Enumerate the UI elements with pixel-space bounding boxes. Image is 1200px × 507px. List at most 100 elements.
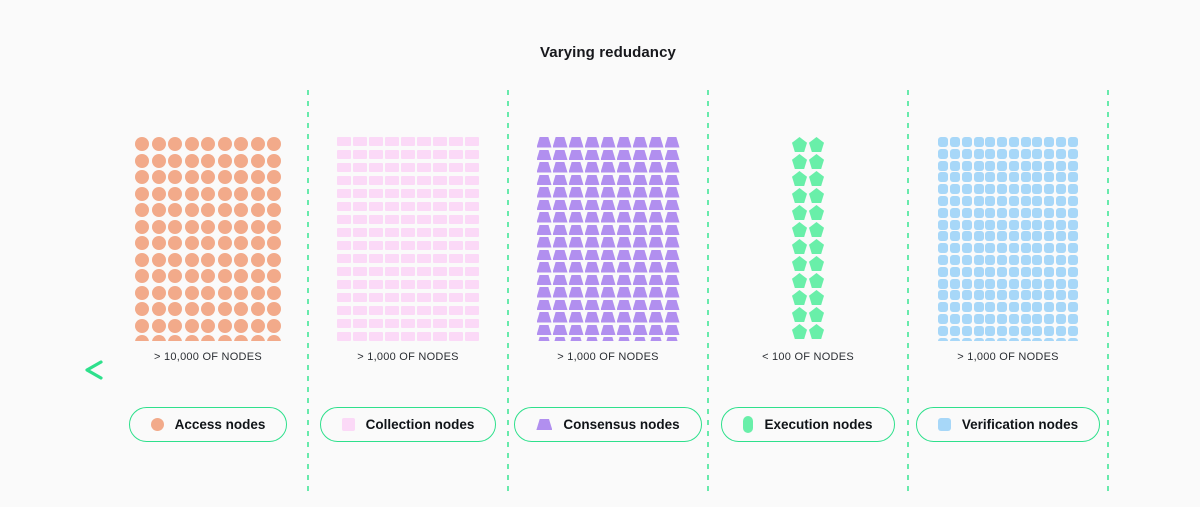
access-node-shape [151,170,166,184]
verification-node-shape [1056,148,1067,159]
verification-node-shape [1020,231,1031,242]
collection-node-shape [353,163,367,172]
consensus-node-shape [616,174,632,185]
verification-node-shape [1020,243,1031,254]
collection-node-shape [385,202,399,211]
verification-node-shape [1067,231,1078,242]
access-node-shape [135,335,149,341]
access-node-shape [151,252,166,267]
verification-node-shape [1008,172,1019,183]
access-node-shape [168,285,182,300]
consensus-node-shape [536,224,552,235]
access-node-shape [217,137,232,151]
verification-node-shape [1008,148,1019,159]
collection-node-shape [385,306,399,315]
verification-node-shape [973,172,984,183]
consensus-node-shape [552,337,568,341]
consensus-node-shape [568,312,584,323]
collection-node-shape [385,228,399,237]
consensus-node-shape [632,237,648,248]
verification-node-shape [949,243,960,254]
consensus-node-shape [568,174,584,185]
consensus-node-shape [584,149,600,160]
verification-node-shape [1008,207,1019,218]
collection-node-shape [337,189,351,198]
consensus-node-shape [568,337,584,341]
access-node-shape [201,170,215,184]
access-node-shape [151,335,166,341]
access-node-shape [250,252,265,267]
verification-node-shape [1032,337,1043,341]
consensus-node-shape [632,212,648,223]
consensus-node-shape [600,237,616,248]
access-node-shape [250,318,265,333]
collection-node-shape [385,241,399,250]
access-node-shape [151,318,166,333]
collection-node-shape [417,267,431,276]
verification-node-shape [973,266,984,277]
verification-node-shape [1067,266,1078,277]
collection-node-shape [449,202,463,211]
verification-node-shape [997,231,1008,242]
collection-node-shape [465,163,479,172]
consensus-node-shape [648,262,664,273]
consensus-node-shape [568,299,584,310]
access-count-label: > 10,000 OF NODES [154,351,262,363]
access-nodes-section [108,137,308,341]
access-node-shape [217,219,232,234]
verification-node-shape [985,337,996,341]
consensus-node-shape [664,262,680,273]
collection-node-shape [465,176,479,185]
verification-node-shape [973,231,984,242]
verification-node-shape [1056,207,1067,218]
collection-node-shape [369,267,383,276]
collection-node-shape [385,280,399,289]
verification-node-shape [1067,195,1078,206]
consensus-node-shape [648,287,664,298]
verification-node-shape [1032,184,1043,195]
consensus-node-shape [664,187,680,198]
consensus-node-shape [648,212,664,223]
legend-pill-consensus-label: Consensus nodes [563,417,680,432]
collection-node-shape [417,280,431,289]
verification-node-shape [1067,148,1078,159]
access-node-shape [184,186,199,201]
consensus-nodes-grid [536,137,680,341]
execution-node-shape [809,307,824,322]
collection-node-shape [369,176,383,185]
access-node-shape [201,302,215,316]
collection-node-shape [401,319,415,328]
verification-node-shape [985,137,996,147]
verification-node-shape [1056,219,1067,230]
verification-node-shape [949,266,960,277]
verification-node-shape [1044,195,1055,206]
verification-node-shape [973,207,984,218]
collection-node-shape [369,293,383,302]
verification-node-shape [938,278,949,289]
execution-node-shape [792,188,807,203]
consensus-node-shape [584,174,600,185]
consensus-node-shape [648,312,664,323]
verification-node-shape [949,337,960,341]
collection-node-shape [465,332,479,341]
collection-node-shape [449,280,463,289]
consensus-node-shape [600,187,616,198]
consensus-node-shape [616,237,632,248]
collection-node-shape [401,189,415,198]
access-node-shape [184,318,199,333]
collection-node-shape [433,189,447,198]
verification-node-shape [938,231,949,242]
verification-node-shape [1020,137,1031,147]
verification-node-shape [1020,313,1031,324]
consensus-node-shape [616,187,632,198]
legend-pill-execution-label: Execution nodes [764,417,873,432]
verification-node-shape [949,231,960,242]
verification-node-shape [938,172,949,183]
consensus-node-shape [584,199,600,210]
verification-node-shape [1032,231,1043,242]
verification-node-shape [997,302,1008,313]
access-node-shape [135,269,149,283]
verification-node-shape [1044,219,1055,230]
verification-node-shape [1044,207,1055,218]
